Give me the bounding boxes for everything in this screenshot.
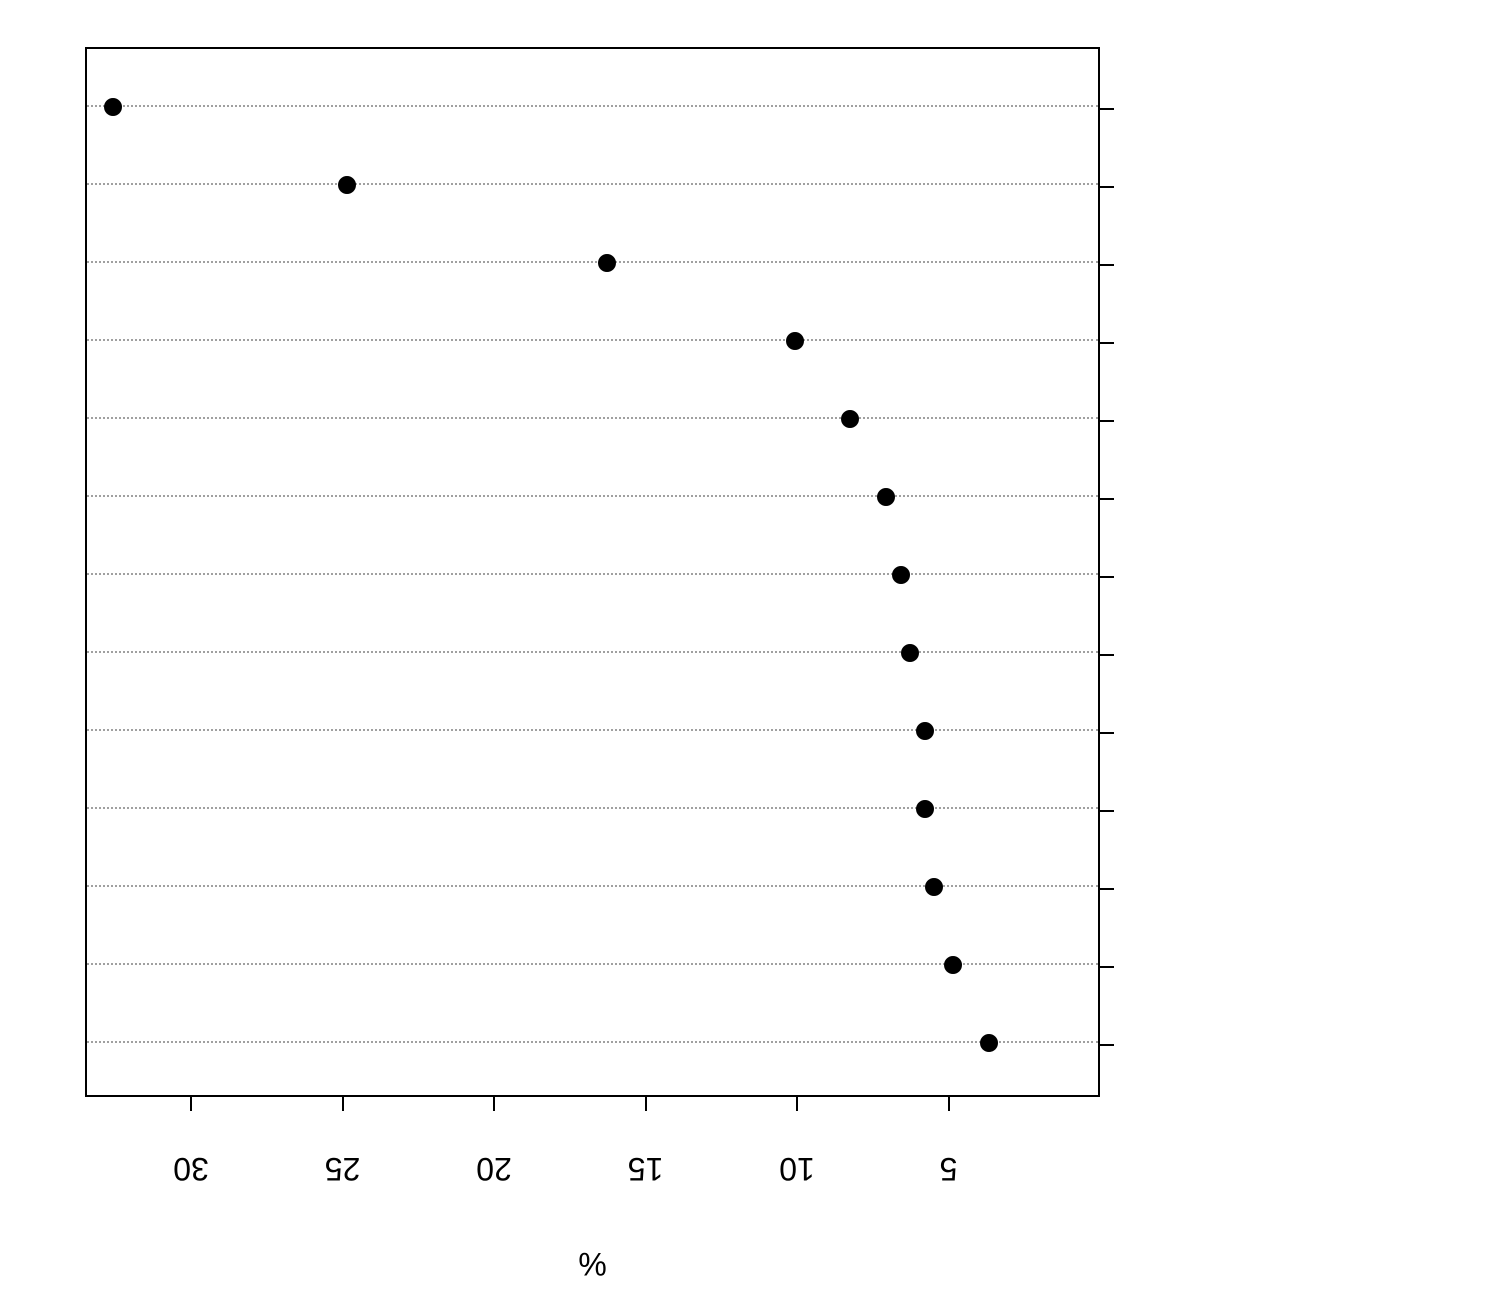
gridline [87,1041,1098,1043]
y-tick-mark [1100,654,1114,656]
gridline [87,183,1098,185]
x-axis-title: % [543,1245,643,1282]
y-tick-mark [1100,420,1114,422]
y-tick-mark [1100,264,1114,266]
y-tick-mark [1100,888,1114,890]
data-point [980,1034,998,1052]
x-tick-mark [948,1097,950,1111]
gridline [87,885,1098,887]
data-point [892,566,910,584]
y-tick-mark [1100,342,1114,344]
y-tick-mark [1100,966,1114,968]
data-point [901,644,919,662]
gridline [87,417,1098,419]
gridline [87,261,1098,263]
gridline [87,495,1098,497]
x-tick-mark [645,1097,647,1111]
gridline [87,339,1098,341]
gridline [87,651,1098,653]
gridline [87,573,1098,575]
data-point [104,98,122,116]
y-tick-mark [1100,576,1114,578]
data-point [916,800,934,818]
x-tick-label: 15 [606,1150,686,1187]
plot-area [85,47,1100,1097]
x-tick-mark [796,1097,798,1111]
y-tick-mark [1100,732,1114,734]
gridline [87,807,1098,809]
x-tick-mark [493,1097,495,1111]
data-point [916,722,934,740]
gridline [87,729,1098,731]
x-tick-mark [190,1097,192,1111]
data-point [841,410,859,428]
data-point [925,878,943,896]
y-tick-mark [1100,810,1114,812]
x-tick-label: 30 [151,1150,231,1187]
x-tick-label: 10 [757,1150,837,1187]
data-point [786,332,804,350]
y-tick-mark [1100,1044,1114,1046]
y-tick-mark [1100,498,1114,500]
x-tick-label: 25 [303,1150,383,1187]
x-tick-label: 20 [454,1150,534,1187]
gridline [87,105,1098,107]
y-tick-mark [1100,186,1114,188]
data-point [338,176,356,194]
y-tick-mark [1100,108,1114,110]
data-point [877,488,895,506]
x-tick-mark [342,1097,344,1111]
data-point [944,956,962,974]
x-tick-label: 5 [909,1150,989,1187]
data-point [598,254,616,272]
